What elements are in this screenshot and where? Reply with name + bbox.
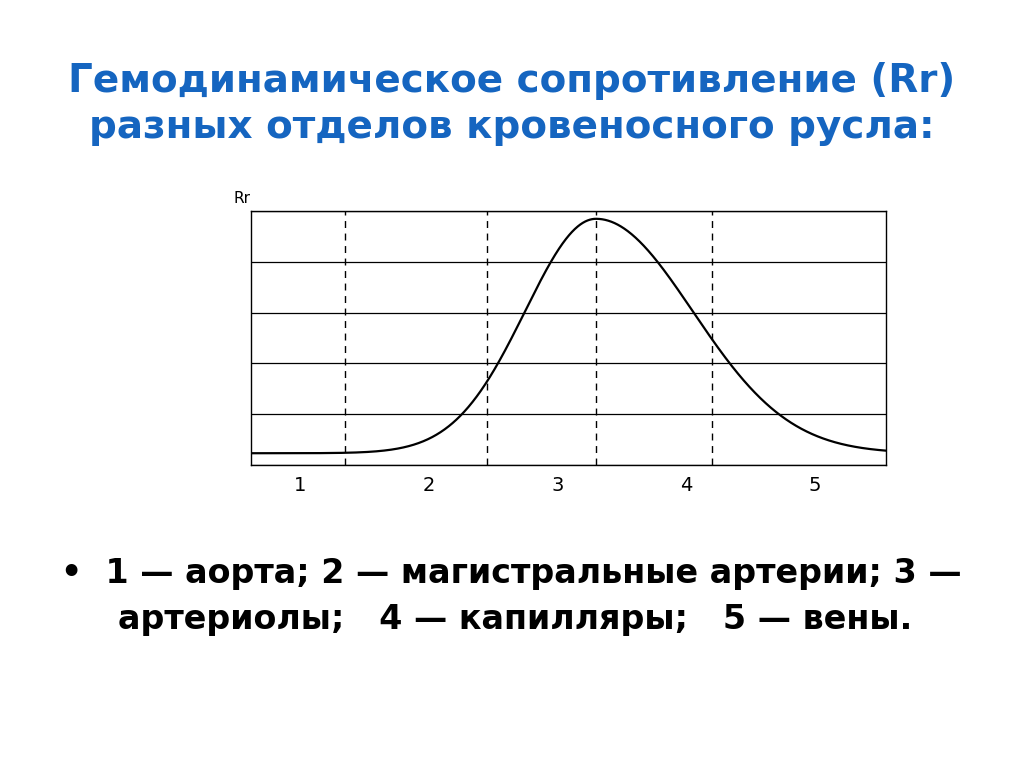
- Text: •  1 — аорта; 2 — магистральные артерии; 3 —: • 1 — аорта; 2 — магистральные артерии; …: [61, 557, 963, 590]
- Text: Гемодинамическое сопротивление (Rr): Гемодинамическое сопротивление (Rr): [69, 61, 955, 100]
- Text: артериолы;   4 — капилляры;   5 — вены.: артериолы; 4 — капилляры; 5 — вены.: [118, 603, 912, 636]
- Text: разных отделов кровеносного русла:: разных отделов кровеносного русла:: [89, 108, 935, 146]
- Text: Rr: Rr: [233, 190, 251, 206]
